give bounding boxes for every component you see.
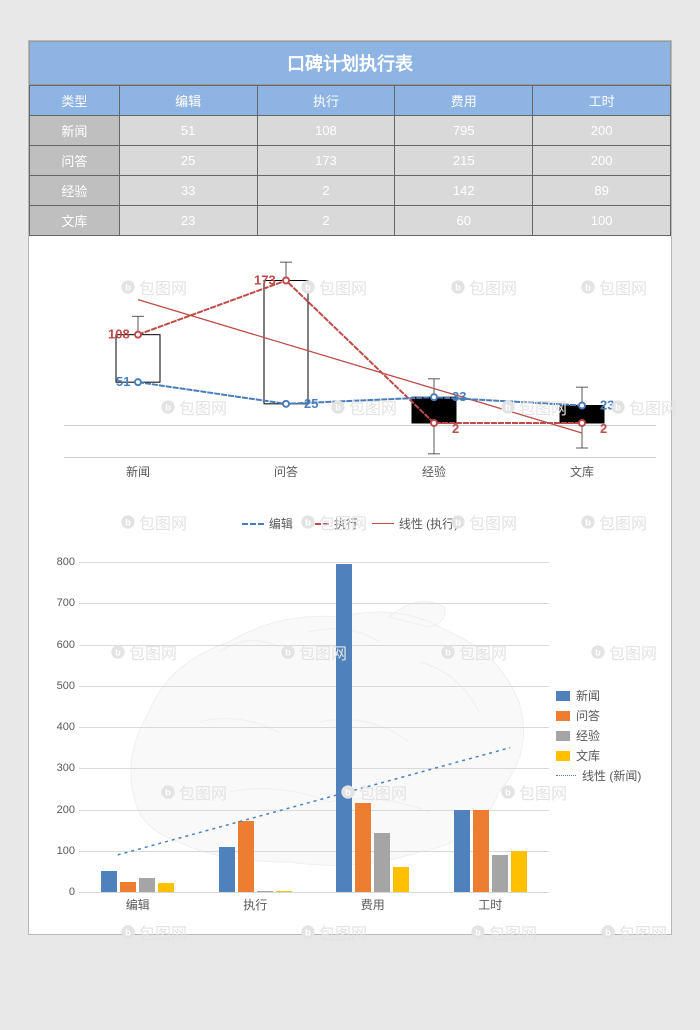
legend-item: 经验 — [556, 727, 656, 744]
svg-text:2: 2 — [452, 421, 459, 436]
x-label: 经验 — [422, 463, 446, 480]
data-table: 类型 编辑 执行 费用 工时 新闻51108795200问答2517321520… — [29, 85, 671, 236]
chart1-plot-area: 108 51 173 25 33 23 2 2 — [64, 258, 656, 458]
x-label: 编辑 — [126, 896, 150, 913]
chart-bars: 0 100 200 300 400 500 600 700 800 编辑 执行 费用 工时 新闻问答经… — [29, 544, 671, 934]
legend-item: 问答 — [556, 707, 656, 724]
legend-item-edit: 编辑 — [242, 515, 293, 532]
legend-swatch — [556, 691, 570, 701]
table-row: 经验33214289 — [30, 176, 671, 206]
row-head: 新闻 — [30, 116, 120, 146]
cell: 51 — [119, 116, 257, 146]
title-text: 口碑计划执行表 — [287, 54, 413, 74]
col-cost: 费用 — [395, 86, 533, 116]
x-label: 新闻 — [126, 463, 150, 480]
cell: 23 — [119, 206, 257, 236]
cell: 215 — [395, 146, 533, 176]
legend-swatch-trend — [556, 775, 576, 776]
y-label: 800 — [37, 556, 75, 568]
cell: 2 — [257, 176, 395, 206]
table-header-row: 类型 编辑 执行 费用 工时 — [30, 86, 671, 116]
x-label: 执行 — [243, 896, 267, 913]
col-hours: 工时 — [533, 86, 671, 116]
cell: 2 — [257, 206, 395, 236]
legend-item-trend: 线性 (新闻) — [556, 767, 656, 784]
cell: 173 — [257, 146, 395, 176]
chart2-plot-area — [79, 562, 549, 892]
y-label: 400 — [37, 721, 75, 733]
legend-item: 文库 — [556, 747, 656, 764]
cell: 108 — [257, 116, 395, 146]
y-label: 100 — [37, 845, 75, 857]
chart2-x-axis: 编辑 执行 费用 工时 — [79, 896, 549, 914]
legend-swatch — [556, 711, 570, 721]
table-row: 问答25173215200 — [30, 146, 671, 176]
cell: 200 — [533, 146, 671, 176]
col-edit: 编辑 — [119, 86, 257, 116]
legend-label-exec: 执行 — [334, 515, 358, 532]
chart1-x-axis: 新闻 问答 经验 文库 — [64, 463, 656, 483]
row-head: 问答 — [30, 146, 120, 176]
legend-item: 新闻 — [556, 687, 656, 704]
row-head: 经验 — [30, 176, 120, 206]
cell: 795 — [395, 116, 533, 146]
legend-swatch — [556, 751, 570, 761]
sheet: 口碑计划执行表 类型 编辑 执行 费用 工时 新闻51108795200问答25… — [28, 40, 672, 935]
cell: 60 — [395, 206, 533, 236]
x-label: 文库 — [570, 463, 594, 480]
legend-label: 文库 — [576, 747, 600, 764]
svg-text:33: 33 — [452, 389, 466, 404]
legend-label: 问答 — [576, 707, 600, 724]
cell: 89 — [533, 176, 671, 206]
cell: 33 — [119, 176, 257, 206]
y-label: 300 — [37, 762, 75, 774]
cell: 25 — [119, 146, 257, 176]
page: 口碑计划执行表 类型 编辑 执行 费用 工时 新闻51108795200问答25… — [0, 0, 700, 1030]
svg-text:25: 25 — [304, 396, 318, 411]
cell: 200 — [533, 116, 671, 146]
legend-swatch-trend — [372, 523, 394, 524]
svg-text:2: 2 — [600, 421, 607, 436]
legend-label: 经验 — [576, 727, 600, 744]
cell: 100 — [533, 206, 671, 236]
col-exec: 执行 — [257, 86, 395, 116]
y-label: 600 — [37, 639, 75, 651]
chart2-legend: 新闻问答经验文库线性 (新闻) — [556, 684, 656, 787]
legend-label-trend: 线性 (新闻) — [582, 767, 641, 784]
legend-label-trend: 线性 (执行) — [399, 515, 458, 532]
chart2-y-axis: 0100200300400500600700800 — [37, 562, 75, 892]
legend-label-edit: 编辑 — [269, 515, 293, 532]
col-type: 类型 — [30, 86, 120, 116]
y-label: 700 — [37, 597, 75, 609]
legend-swatch-exec — [307, 523, 329, 525]
x-label: 工时 — [478, 896, 502, 913]
chart-combo: 108 51 173 25 33 23 2 2 新闻 问答 经验 文库 编辑 执行 线性 (执行) — [29, 240, 671, 540]
y-label: 200 — [37, 804, 75, 816]
svg-text:108: 108 — [108, 327, 130, 342]
table-row: 文库23260100 — [30, 206, 671, 236]
svg-text:51: 51 — [116, 374, 130, 389]
svg-text:23: 23 — [600, 398, 614, 413]
legend-item-trend: 线性 (执行) — [372, 515, 458, 532]
legend-label: 新闻 — [576, 687, 600, 704]
row-head: 文库 — [30, 206, 120, 236]
chart1-legend: 编辑 执行 线性 (执行) — [29, 515, 671, 532]
legend-item-exec: 执行 — [307, 515, 358, 532]
x-label: 费用 — [361, 896, 385, 913]
legend-swatch-edit — [242, 523, 264, 525]
table-row: 新闻51108795200 — [30, 116, 671, 146]
y-label: 500 — [37, 680, 75, 692]
svg-text:173: 173 — [254, 273, 276, 288]
x-label: 问答 — [274, 463, 298, 480]
cell: 142 — [395, 176, 533, 206]
legend-swatch — [556, 731, 570, 741]
y-label: 0 — [37, 886, 75, 898]
title-bar: 口碑计划执行表 — [29, 41, 671, 85]
